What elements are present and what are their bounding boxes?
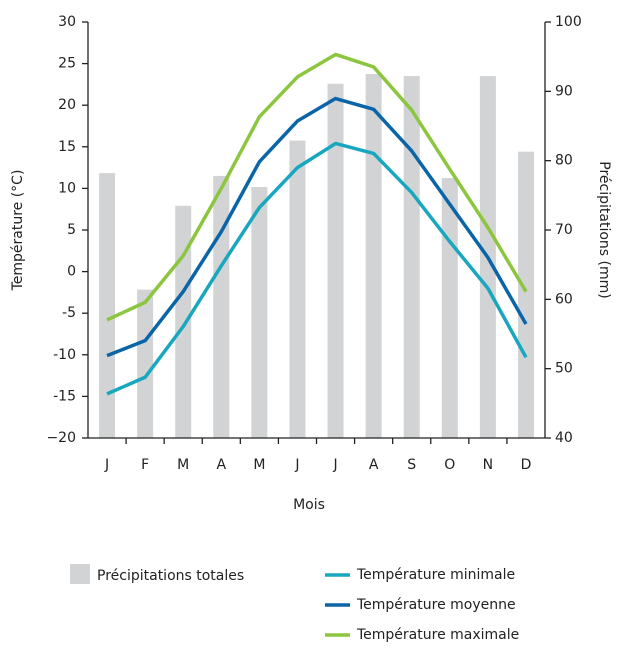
bar (99, 173, 116, 438)
x-tick-label: N (483, 457, 493, 473)
x-tick-label: F (141, 457, 149, 473)
y2-tick-label: 100 (555, 14, 582, 30)
y-tick-label: 15 (58, 139, 76, 155)
x-tick-label: J (104, 457, 109, 473)
line (106, 52, 528, 322)
bar (327, 83, 344, 438)
y2-axis-title: Précipitations (mm) (596, 161, 612, 298)
y2-tick-label: 90 (555, 83, 573, 99)
y-tick-label: 30 (58, 14, 76, 30)
y2-tick-label: 50 (555, 361, 573, 377)
x-tick-label: J (294, 457, 299, 473)
x-axis-title: Mois (293, 497, 325, 513)
y-axis-title: Température (°C) (10, 170, 26, 292)
y-tick-label: -10 (53, 347, 76, 363)
y-tick-label: 25 (58, 56, 76, 72)
x-tick-label: M (253, 457, 265, 473)
legend-label: Température moyenne (356, 597, 516, 613)
bar (403, 76, 420, 438)
x-tick-label: M (177, 457, 189, 473)
bar (441, 178, 458, 438)
x-tick-label: O (444, 457, 455, 473)
y2-tick-label: 70 (555, 222, 573, 238)
y-tick-label: -15 (53, 388, 76, 404)
y-tick-label: −20 (46, 430, 76, 446)
legend-swatch (70, 564, 90, 584)
x-tick-label: A (217, 457, 227, 473)
y2-tick-label: 60 (555, 291, 573, 307)
legend-label: Précipitations totales (97, 568, 244, 584)
bar (365, 74, 382, 438)
bar (137, 289, 154, 438)
x-tick-label: S (407, 457, 416, 473)
line (106, 96, 528, 358)
bar (213, 175, 230, 439)
x-tick-label: A (369, 457, 379, 473)
y-tick-label: -5 (62, 305, 76, 321)
bar (517, 151, 534, 439)
bar (289, 140, 306, 438)
y-tick-label: 10 (58, 180, 76, 196)
bar (251, 187, 268, 438)
x-tick-label: D (521, 457, 532, 473)
x-tick-label: J (332, 457, 337, 473)
legend-label: Température maximale (356, 627, 519, 643)
y2-tick-label: 80 (555, 153, 573, 169)
y-tick-label: 20 (58, 97, 76, 113)
y-tick-label: 0 (67, 264, 76, 280)
bar (175, 205, 192, 438)
y-tick-label: 5 (67, 222, 76, 238)
line (106, 141, 528, 396)
y2-tick-label: 40 (555, 430, 573, 446)
legend-label: Température minimale (356, 567, 515, 583)
